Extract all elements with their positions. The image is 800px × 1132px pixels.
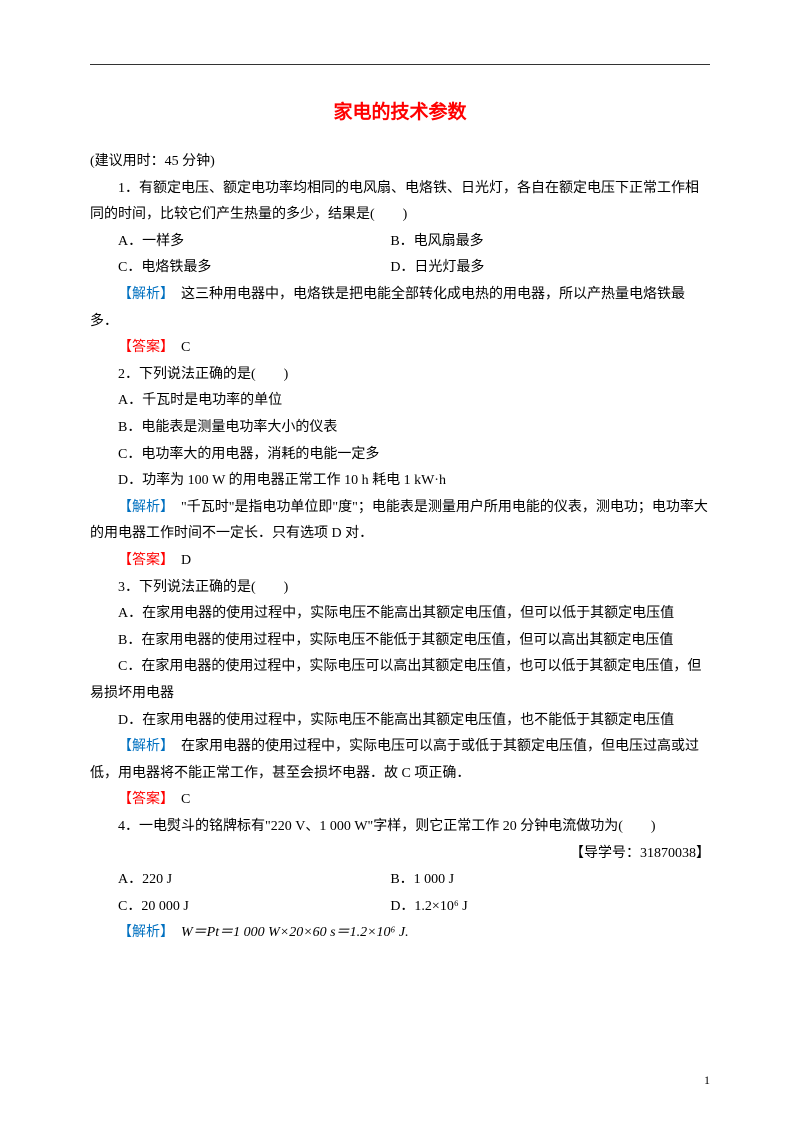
q1-opt-c: C．电烙铁最多 — [118, 255, 390, 282]
q4-opt-c: C．20 000 J — [118, 894, 390, 921]
q3-answer: 【答案】 C — [90, 787, 710, 814]
q1-answer-text: C — [167, 340, 190, 355]
page-number: 1 — [704, 1069, 710, 1092]
q3-analysis: 【解析】 在家用电器的使用过程中，实际电压可以高于或低于其额定电压值，但电压过高… — [90, 734, 710, 787]
page-title: 家电的技术参数 — [90, 95, 710, 131]
analysis-label: 【解析】 — [118, 739, 167, 754]
q3-stem: 3．下列说法正确的是( ) — [90, 575, 710, 602]
q1-opt-b: B．电风扇最多 — [390, 229, 710, 256]
q2-answer: 【答案】 D — [90, 548, 710, 575]
q2-opt-b: B．电能表是测量电功率大小的仪表 — [90, 415, 710, 442]
q3-analysis-text: 在家用电器的使用过程中，实际电压可以高于或低于其额定电压值，但电压过高或过低，用… — [90, 739, 699, 781]
q1-opt-d: D．日光灯最多 — [390, 255, 710, 282]
q4-ref-num: 【导学号：31870038】 — [90, 841, 710, 868]
q1-answer: 【答案】 C — [90, 335, 710, 362]
answer-label: 【答案】 — [118, 792, 167, 807]
q2-opt-c: C．电功率大的用电器，消耗的电能一定多 — [90, 442, 710, 469]
q3-opt-a: A．在家用电器的使用过程中，实际电压不能高出其额定电压值，但可以低于其额定电压值 — [90, 601, 710, 628]
analysis-label: 【解析】 — [118, 287, 167, 302]
q3-opt-c: C．在家用电器的使用过程中，实际电压可以高出其额定电压值，也可以低于其额定电压值… — [90, 654, 710, 707]
q1-analysis: 【解析】 这三种用电器中，电烙铁是把电能全部转化成电热的用电器，所以产热量电烙铁… — [90, 282, 710, 335]
q3-opt-b: B．在家用电器的使用过程中，实际电压不能低于其额定电压值，但可以高出其额定电压值 — [90, 628, 710, 655]
answer-label: 【答案】 — [118, 340, 167, 355]
analysis-label: 【解析】 — [118, 500, 167, 515]
top-rule — [90, 64, 710, 65]
q4-analysis: 【解析】 W＝Pt＝1 000 W×20×60 s＝1.2×10⁶ J. — [90, 920, 710, 947]
q2-opt-a: A．千瓦时是电功率的单位 — [90, 388, 710, 415]
q3-opt-d: D．在家用电器的使用过程中，实际电压不能高出其额定电压值，也不能低于其额定电压值 — [90, 708, 710, 735]
time-note: (建议用时：45 分钟) — [90, 149, 710, 176]
q3-answer-text: C — [167, 792, 190, 807]
q4-opt-a: A．220 J — [118, 867, 390, 894]
q2-analysis-text: "千瓦时"是指电功单位即"度"；电能表是测量用户所用电能的仪表，测电功；电功率大… — [90, 500, 708, 542]
q1-stem: 1．有额定电压、额定电功率均相同的电风扇、电烙铁、日光灯，各自在额定电压下正常工… — [90, 176, 710, 229]
q1-options-row1: A．一样多 B．电风扇最多 — [90, 229, 710, 256]
q4-opt-d: D．1.2×10⁶ J — [390, 894, 710, 921]
q1-analysis-text: 这三种用电器中，电烙铁是把电能全部转化成电热的用电器，所以产热量电烙铁最多． — [90, 287, 685, 329]
analysis-label: 【解析】 — [118, 925, 167, 940]
q4-options-row1: A．220 J B．1 000 J — [90, 867, 710, 894]
q4-stem: 4．一电熨斗的铭牌标有"220 V、1 000 W"字样，则它正常工作 20 分… — [90, 814, 710, 841]
q2-analysis: 【解析】 "千瓦时"是指电功单位即"度"；电能表是测量用户所用电能的仪表，测电功… — [90, 495, 710, 548]
q1-opt-a: A．一样多 — [118, 229, 390, 256]
q1-options-row2: C．电烙铁最多 D．日光灯最多 — [90, 255, 710, 282]
answer-label: 【答案】 — [118, 553, 167, 568]
q2-answer-text: D — [167, 553, 191, 568]
q4-analysis-text: W＝Pt＝1 000 W×20×60 s＝1.2×10⁶ J. — [167, 925, 409, 940]
q4-options-row2: C．20 000 J D．1.2×10⁶ J — [90, 894, 710, 921]
q2-opt-d: D．功率为 100 W 的用电器正常工作 10 h 耗电 1 kW·h — [90, 468, 710, 495]
q2-stem: 2．下列说法正确的是( ) — [90, 362, 710, 389]
q4-opt-b: B．1 000 J — [390, 867, 710, 894]
